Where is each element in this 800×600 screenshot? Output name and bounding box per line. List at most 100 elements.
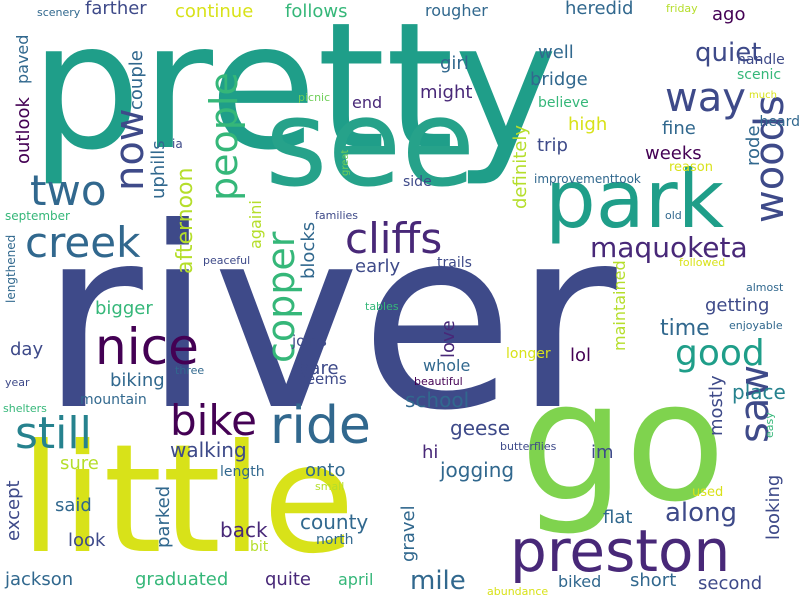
word-followed: followed xyxy=(679,256,726,269)
word-little: little xyxy=(20,413,355,587)
word-continue: continue xyxy=(175,1,254,22)
word-lengthened: lengthened xyxy=(4,234,18,303)
word-butterflies: butterflies xyxy=(500,440,557,453)
word-couple: couple xyxy=(126,50,147,110)
word-river: river xyxy=(40,174,617,465)
word-old: old xyxy=(665,209,682,222)
word-weeks: weeks xyxy=(645,143,702,164)
word-people: people xyxy=(202,72,246,201)
word-see: see xyxy=(265,75,476,214)
word-look: look xyxy=(68,530,106,551)
word-park: park xyxy=(545,153,725,246)
word-whole: whole xyxy=(423,356,471,375)
word-quite: quite xyxy=(265,569,311,590)
word-geese: geese xyxy=(450,416,511,440)
word-back: back xyxy=(220,518,268,542)
word-might: might xyxy=(420,82,473,103)
word-cliffs: cliffs xyxy=(345,214,443,263)
word-graduated: graduated xyxy=(135,569,229,590)
word-shelters: shelters xyxy=(3,402,47,415)
word-paved: paved xyxy=(13,34,32,84)
word-im: im xyxy=(591,442,614,463)
word-mile: mile xyxy=(410,566,466,596)
word-jogging: jogging xyxy=(440,458,515,482)
word-county: county xyxy=(300,510,369,534)
word-parked: parked xyxy=(153,485,174,548)
word-rougher: rougher xyxy=(425,1,488,20)
word-friday: friday xyxy=(666,2,698,15)
word-ia: ia xyxy=(172,137,183,151)
word-biked: biked xyxy=(558,572,602,591)
word-trails: trails xyxy=(437,255,472,271)
word-heredid: heredid xyxy=(565,0,634,19)
word-north: north xyxy=(316,532,354,548)
word-enjoyable: enjoyable xyxy=(729,319,783,332)
word-handle: handle xyxy=(737,52,785,68)
word-year: year xyxy=(5,376,30,389)
word-time: time xyxy=(660,316,710,341)
word-maquoketa: maquoketa xyxy=(590,231,748,264)
word-love: love xyxy=(438,320,459,358)
word-gravel: gravel xyxy=(398,505,419,562)
word-againi: againi xyxy=(246,200,265,249)
word-easy: easy xyxy=(763,412,776,438)
word-picnic: picnic xyxy=(298,91,331,104)
word-day: day xyxy=(10,339,44,360)
word-bridge: bridge xyxy=(530,69,588,90)
word-place: place xyxy=(732,380,786,404)
word-well: well xyxy=(538,42,574,63)
word-except: except xyxy=(3,480,24,541)
word-onto: onto xyxy=(305,460,346,481)
word-lol: lol xyxy=(570,345,592,366)
word-jackson: jackson xyxy=(5,569,74,590)
word-much: much xyxy=(749,90,777,101)
word-three: three xyxy=(175,364,205,377)
word-along: along xyxy=(665,498,738,528)
word-blocks: blocks xyxy=(298,221,319,279)
word-small: small xyxy=(315,480,345,493)
word-biking: biking xyxy=(110,370,165,391)
word-abundance: abundance xyxy=(487,585,549,598)
word-longer: longer xyxy=(506,346,551,362)
word-quiet: quiet xyxy=(695,38,762,68)
word-sure: sure xyxy=(60,453,99,474)
word-definitely: definitely xyxy=(510,124,531,209)
word-bike: bike xyxy=(170,396,257,445)
word-getting: getting xyxy=(705,295,770,316)
word-go: go xyxy=(520,346,726,538)
word-improvementtook: improvementtook xyxy=(534,172,641,186)
word-mountain: mountain xyxy=(80,392,147,408)
word-trip: trip xyxy=(537,135,568,156)
word-preston: preston xyxy=(510,517,731,585)
word-great: great xyxy=(340,149,351,176)
word-looking: looking xyxy=(763,474,784,540)
word-way: way xyxy=(665,75,746,121)
word-believe: believe xyxy=(538,95,589,111)
word-still: still xyxy=(15,408,92,459)
word-side: side xyxy=(403,174,432,190)
word-ride: ride xyxy=(270,396,371,456)
word-girl: girl xyxy=(440,53,469,74)
word-short: short xyxy=(630,570,677,591)
word-bigger: bigger xyxy=(95,298,153,319)
word-length: length xyxy=(220,464,265,480)
word-september: september xyxy=(5,209,70,223)
word-families: families xyxy=(315,209,358,222)
word-ago: ago xyxy=(712,4,746,25)
word-early: early xyxy=(355,256,401,277)
word-rode: rode xyxy=(743,125,764,166)
word-fine: fine xyxy=(662,118,696,139)
word-hi: hi xyxy=(422,442,439,463)
word-bit: bit xyxy=(250,539,269,555)
word-now: now xyxy=(107,108,153,191)
word-follows: follows xyxy=(285,1,348,22)
word-creek: creek xyxy=(25,218,141,267)
word-reason: reason xyxy=(669,160,713,175)
word-bare: bare xyxy=(298,358,339,379)
word-pretty: pretty xyxy=(30,0,558,189)
word-said: said xyxy=(55,495,92,516)
word-second: second xyxy=(698,573,763,594)
word-scenery: scenery xyxy=(37,6,81,19)
word-mostly: mostly xyxy=(706,375,727,436)
